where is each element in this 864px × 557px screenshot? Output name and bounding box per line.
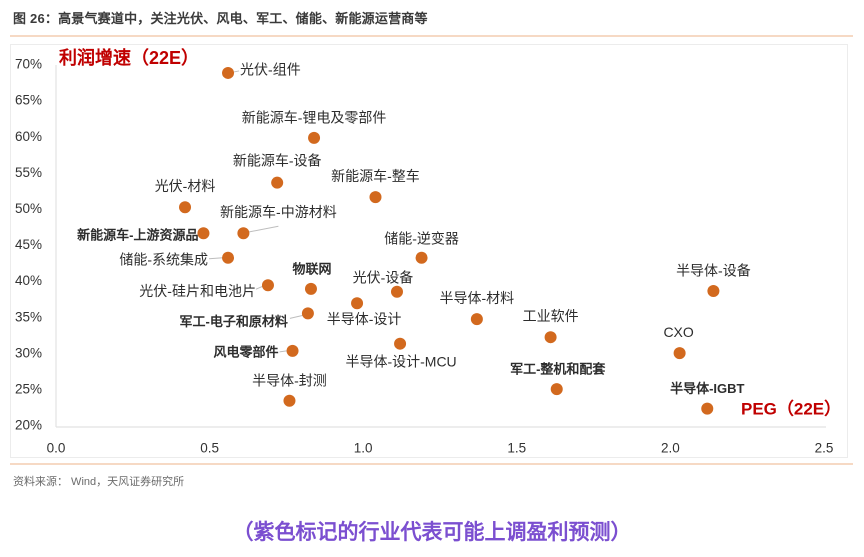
highlighted-point-label: 军工-整机和配套 <box>510 362 606 377</box>
data-point <box>390 285 403 298</box>
y-tick-label: 35% <box>15 309 42 324</box>
y-tick-label: 45% <box>15 237 42 252</box>
point-label: 光伏-材料 <box>155 178 216 194</box>
data-point <box>673 347 686 360</box>
point-label: 新能源车-整车 <box>331 168 420 184</box>
x-axis-title: PEG（22E） <box>741 398 841 418</box>
header-divider <box>10 35 853 37</box>
source-note: 资料来源： Wind，天风证券研究所 <box>13 476 185 488</box>
footer-divider <box>10 463 853 465</box>
data-point <box>271 176 284 189</box>
y-tick-label: 20% <box>15 418 42 433</box>
data-points-group <box>179 66 720 415</box>
data-point <box>261 279 274 292</box>
y-tick-label: 65% <box>15 93 42 108</box>
point-label: 储能-系统集成 <box>119 251 208 267</box>
point-label: 工业软件 <box>523 308 579 324</box>
data-point <box>304 282 317 295</box>
data-point <box>369 191 382 204</box>
y-tick-label: 25% <box>15 381 42 396</box>
y-tick-label: 30% <box>15 345 42 360</box>
data-point <box>237 227 250 240</box>
point-label: CXO <box>663 324 693 340</box>
data-point <box>707 284 720 297</box>
data-point <box>701 402 714 415</box>
point-label: 新能源车-设备 <box>233 152 322 168</box>
point-label: 半导体-设计 <box>327 311 402 327</box>
axes-group: 20% 25% 30% 35% 40% 45% 50% 55% 60% 65% 70% 0.0 0.5 1… <box>15 57 833 456</box>
point-label: 半导体-封测 <box>252 372 327 388</box>
data-point <box>222 66 235 79</box>
highlighted-point-label: 风电零部件 <box>214 344 279 359</box>
highlight-caption: （紫色标记的行业代表可能上调盈利预测） <box>232 521 632 544</box>
x-tick-label: 0.0 <box>47 441 66 456</box>
data-point <box>470 313 483 326</box>
data-point <box>394 337 407 350</box>
leader-line <box>289 314 304 319</box>
data-point <box>550 383 563 396</box>
highlighted-point-label: 半导体-IGBT <box>670 381 744 396</box>
data-point <box>351 297 364 310</box>
leader-line <box>247 225 279 233</box>
data-point <box>308 131 321 144</box>
x-tick-label: 0.5 <box>200 441 219 456</box>
x-tick-label: 1.5 <box>507 441 526 456</box>
point-label: 光伏-硅片和电池片 <box>139 283 256 299</box>
data-point <box>301 307 314 320</box>
leader-line <box>279 350 287 353</box>
point-label: 半导体-设计-MCU <box>345 353 456 369</box>
x-tick-label: 2.0 <box>661 441 680 456</box>
point-label: 光伏-设备 <box>353 269 414 285</box>
point-label: 半导体-设备 <box>676 263 751 279</box>
x-tick-label: 2.5 <box>815 441 834 456</box>
y-tick-label: 55% <box>15 165 42 180</box>
leader-line <box>233 70 240 73</box>
data-point <box>179 201 192 214</box>
y-tick-label: 50% <box>15 201 42 216</box>
point-label: 光伏-组件 <box>240 62 301 78</box>
data-point <box>415 251 428 264</box>
leader-line <box>255 285 264 290</box>
point-label: 新能源车-中游材料 <box>220 204 337 220</box>
point-label: 新能源车-锂电及零部件 <box>242 110 387 126</box>
point-label: 储能-逆变器 <box>384 230 459 246</box>
x-tick-label: 1.0 <box>354 441 373 456</box>
y-tick-label: 70% <box>15 57 42 72</box>
leader-lines-group <box>208 70 304 353</box>
point-labels-group: 光伏-组件新能源车-锂电及零部件新能源车-设备新能源车-整车光伏-材料新能源车-… <box>77 62 751 396</box>
data-point <box>544 331 557 344</box>
highlighted-point-label: 军工-电子和原材料 <box>180 314 288 329</box>
y-tick-label: 60% <box>15 129 42 144</box>
point-label: 半导体-材料 <box>440 290 515 306</box>
highlighted-point-label: 物联网 <box>292 261 331 276</box>
y-axis-title: 利润增速（22E） <box>59 47 199 68</box>
data-point <box>286 344 299 357</box>
highlighted-point-label: 新能源车-上游资源品 <box>77 228 198 243</box>
figure-title: 图 26：高景气赛道中，关注光伏、风电、军工、储能、新能源运营商等 <box>13 11 428 26</box>
data-point <box>222 251 235 264</box>
y-tick-label: 40% <box>15 273 42 288</box>
chart-frame <box>10 44 848 458</box>
leader-line <box>208 257 224 260</box>
data-point <box>197 227 210 240</box>
data-point <box>283 394 296 407</box>
